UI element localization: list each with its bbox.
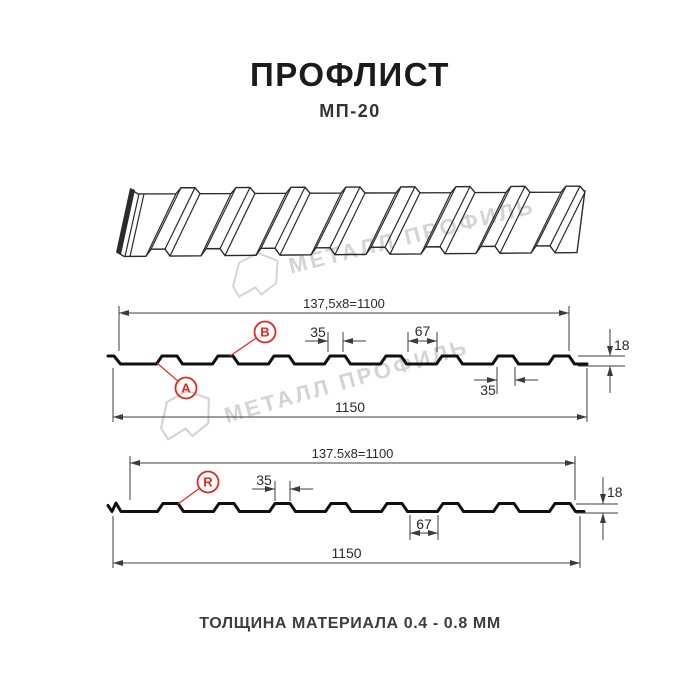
dim-label: 35: [256, 472, 272, 488]
dim-label: 1150: [335, 399, 365, 415]
point-label: А: [181, 381, 191, 396]
dim-label: 67: [415, 323, 431, 339]
dim-label: 137.5x8=1100: [312, 446, 394, 461]
point-marker-circle: [196, 470, 220, 494]
watermark-top: МЕТАЛЛ ПРОФИЛЬ: [232, 193, 538, 298]
product-model: МП-20: [319, 101, 381, 121]
dim-label: 35: [310, 324, 326, 340]
dim-label: 1150: [331, 545, 361, 561]
cross-section-r: 137.5x8=1100 1150 35 67 18 R: [106, 446, 623, 568]
point-marker-circle: [174, 376, 198, 400]
dim-label: 67: [416, 516, 432, 532]
point-label: В: [260, 325, 269, 340]
perspective-view: [116, 185, 586, 258]
dim-label: 137,5x8=1100: [303, 296, 385, 311]
point-label: R: [203, 475, 213, 490]
dim-label: 18: [614, 337, 630, 353]
dim-label: 35: [480, 382, 496, 398]
point-marker-circle: [253, 320, 277, 344]
material-thickness-note: ТОЛЩИНА МАТЕРИАЛА 0.4 - 0.8 ММ: [199, 615, 501, 632]
metall-profil-logo: [232, 251, 279, 298]
metall-profil-logo: [159, 389, 210, 441]
page-title: ПРОФЛИСТ: [250, 56, 450, 93]
cross-section-ab: 137,5x8=1100 1150 35 67 18 35 В А: [106, 296, 630, 422]
dim-label: 18: [607, 484, 623, 500]
